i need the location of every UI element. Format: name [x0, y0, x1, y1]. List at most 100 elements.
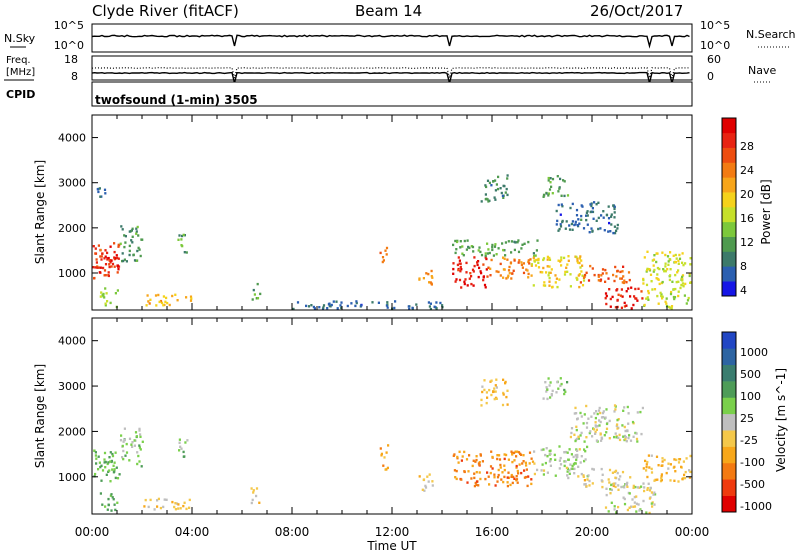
- data-cell: [495, 386, 498, 389]
- data-cell: [111, 496, 114, 499]
- data-cell: [128, 459, 131, 462]
- data-cell: [108, 469, 111, 472]
- data-cell: [421, 488, 424, 491]
- data-cell: [100, 464, 103, 467]
- data-cell: [559, 463, 563, 466]
- data-cell: [340, 306, 343, 310]
- data-cell: [145, 304, 148, 307]
- data-cell: [418, 277, 421, 280]
- data-cell: [671, 280, 674, 283]
- data-cell: [564, 390, 567, 393]
- data-cell: [568, 469, 571, 472]
- data-cell: [617, 505, 620, 509]
- data-cell: [452, 272, 455, 275]
- data-cell: [185, 296, 188, 299]
- data-cell: [678, 458, 682, 461]
- data-cell: [431, 484, 434, 487]
- colorbar-segment: [722, 221, 736, 237]
- data-cell: [560, 382, 563, 386]
- data-cell: [558, 227, 561, 231]
- data-cell: [496, 454, 499, 457]
- data-cell: [456, 263, 459, 267]
- data-cell: [131, 235, 134, 238]
- data-cell: [463, 450, 466, 454]
- data-cell: [128, 253, 131, 257]
- data-cell: [190, 297, 193, 300]
- data-cell: [477, 462, 480, 465]
- data-cell: [162, 505, 165, 509]
- data-cell: [582, 279, 586, 282]
- data-cell: [510, 251, 513, 254]
- data-cell: [585, 436, 588, 439]
- data-cell: [520, 263, 523, 267]
- data-cell: [339, 304, 342, 307]
- data-cell: [506, 389, 509, 392]
- data-cell: [633, 495, 636, 499]
- data-cell: [656, 266, 659, 270]
- data-cell: [459, 270, 462, 273]
- data-cell: [648, 268, 651, 271]
- data-cell: [567, 259, 570, 262]
- data-cell: [628, 492, 631, 495]
- data-cell: [517, 472, 520, 475]
- data-cell: [688, 272, 691, 276]
- data-cell: [524, 461, 527, 464]
- data-cell: [560, 256, 563, 259]
- data-cell: [480, 271, 483, 275]
- data-cell: [515, 475, 518, 478]
- data-cell: [99, 255, 102, 258]
- data-cell: [625, 304, 628, 307]
- data-cell: [548, 460, 551, 463]
- data-cell: [110, 460, 113, 464]
- data-cell: [521, 243, 524, 246]
- data-cell: [328, 302, 331, 305]
- colorbar-tick-label: 500: [740, 368, 761, 381]
- data-cell: [542, 397, 545, 400]
- data-cell: [609, 492, 612, 495]
- data-cell: [685, 302, 688, 305]
- data-cell: [506, 258, 509, 261]
- data-cell: [141, 238, 144, 241]
- data-cell: [581, 264, 584, 267]
- data-cell: [515, 464, 518, 468]
- data-cell: [326, 307, 329, 310]
- data-cell: [527, 259, 530, 262]
- data-cell: [385, 468, 388, 471]
- data-cell: [103, 188, 107, 191]
- data-cell: [116, 289, 119, 292]
- data-cell: [128, 249, 131, 253]
- data-cell: [617, 484, 620, 487]
- data-cell: [581, 284, 585, 287]
- data-cell: [646, 487, 649, 490]
- data-cell: [554, 281, 557, 284]
- data-cell: [623, 305, 626, 308]
- data-cell: [427, 272, 430, 276]
- colorbar-segment: [722, 162, 736, 178]
- data-cell: [305, 304, 308, 308]
- data-cell: [380, 454, 383, 457]
- data-cell: [475, 455, 478, 458]
- data-cell: [595, 410, 598, 413]
- data-cell: [503, 453, 506, 456]
- data-cell: [493, 476, 496, 479]
- data-cell: [100, 291, 103, 294]
- data-cell: [139, 448, 142, 451]
- data-cell: [454, 476, 457, 479]
- data-cell: [474, 460, 477, 463]
- data-cell: [493, 245, 497, 248]
- data-cell: [513, 477, 516, 480]
- data-cell: [632, 486, 635, 489]
- data-cell: [618, 478, 621, 481]
- data-cell: [570, 222, 573, 226]
- data-cell: [598, 406, 601, 410]
- data-cell: [580, 472, 583, 476]
- data-cell: [107, 274, 110, 278]
- data-cell: [648, 466, 651, 469]
- data-cell: [522, 262, 525, 265]
- data-cell: [661, 280, 664, 284]
- data-cell: [380, 452, 383, 456]
- data-cell: [497, 175, 500, 179]
- data-cell: [525, 475, 528, 479]
- data-cell: [580, 218, 583, 221]
- data-cell: [576, 453, 579, 457]
